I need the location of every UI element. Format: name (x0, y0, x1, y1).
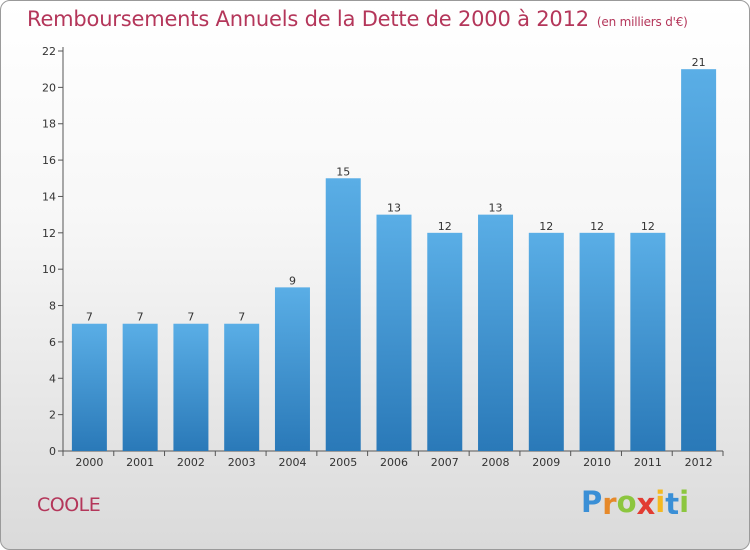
y-tick-label: 6 (49, 336, 56, 349)
bars (71, 69, 717, 452)
bar-2005 (325, 178, 361, 452)
bar-2002 (173, 323, 209, 451)
bar-2001 (122, 323, 158, 451)
x-tick-label-2002: 2002 (177, 456, 205, 469)
value-label-2006: 13 (387, 202, 401, 215)
labels: 2000 7 2001 7 2002 7 2003 7 2004 9 2005 15 2006 13 200… (75, 56, 712, 469)
x-tick-label-2005: 2005 (329, 456, 357, 469)
x-tick-label-2011: 2011 (634, 456, 662, 469)
value-label-2005: 15 (336, 165, 350, 178)
x-tick-label-2003: 2003 (228, 456, 256, 469)
x-tick-label-2004: 2004 (278, 456, 306, 469)
y-tick-label: 8 (49, 300, 56, 313)
chart-title: Remboursements Annuels de la Dette de 20… (27, 7, 688, 31)
y-tick-label: 14 (42, 190, 56, 203)
x-tick-label-2012: 2012 (685, 456, 713, 469)
x-tick-label-2006: 2006 (380, 456, 408, 469)
value-label-2012: 21 (692, 56, 706, 69)
bar-2010 (579, 232, 615, 451)
logo-letter: i (655, 485, 666, 519)
y-tick-label: 0 (49, 445, 56, 458)
y-tick-label: 22 (42, 45, 56, 58)
x-tick-label-2001: 2001 (126, 456, 154, 469)
chart-subtitle: (en milliers d'€) (596, 15, 688, 29)
x-tick-label-2009: 2009 (532, 456, 560, 469)
value-label-2008: 13 (489, 202, 503, 215)
y-tick-label: 2 (49, 409, 56, 422)
y-tick-label: 20 (42, 81, 56, 94)
value-label-2002: 7 (187, 311, 194, 324)
bar-2012 (681, 69, 717, 451)
logo-letter: i (679, 485, 690, 519)
y-tick-label: 10 (42, 263, 56, 276)
value-label-2004: 9 (289, 274, 296, 287)
y-tick-label: 12 (42, 227, 56, 240)
logo-letter: P (581, 485, 603, 519)
chart-title-text: Remboursements Annuels de la Dette de 20… (27, 7, 589, 31)
bar-2000 (71, 323, 107, 451)
value-label-2010: 12 (590, 220, 604, 233)
logo-letter: r (602, 487, 617, 521)
y-tick-label: 16 (42, 154, 56, 167)
value-label-2011: 12 (641, 220, 655, 233)
x-tick-label-2000: 2000 (75, 456, 103, 469)
logo-letter: x (636, 487, 656, 521)
bar-2008 (478, 214, 514, 451)
bar-2006 (376, 214, 412, 451)
proxiti-logo: Proxiti (581, 485, 690, 521)
x-tick-label-2008: 2008 (482, 456, 510, 469)
value-label-2009: 12 (539, 220, 553, 233)
x-tick-label-2007: 2007 (431, 456, 459, 469)
logo-letter: t (665, 487, 680, 521)
value-label-2003: 7 (238, 311, 245, 324)
bar-2007 (427, 232, 463, 451)
bar-2003 (224, 323, 260, 451)
logo-letter: o (616, 485, 637, 519)
bar-2009 (528, 232, 564, 451)
y-tick-label: 18 (42, 118, 56, 131)
bar-2011 (630, 232, 666, 451)
bar-2004 (274, 287, 310, 451)
commune-name: COOLE (37, 494, 101, 516)
value-label-2000: 7 (86, 311, 93, 324)
value-label-2007: 12 (438, 220, 452, 233)
value-label-2001: 7 (137, 311, 144, 324)
x-tick-label-2010: 2010 (583, 456, 611, 469)
y-tick-label: 4 (49, 372, 56, 385)
